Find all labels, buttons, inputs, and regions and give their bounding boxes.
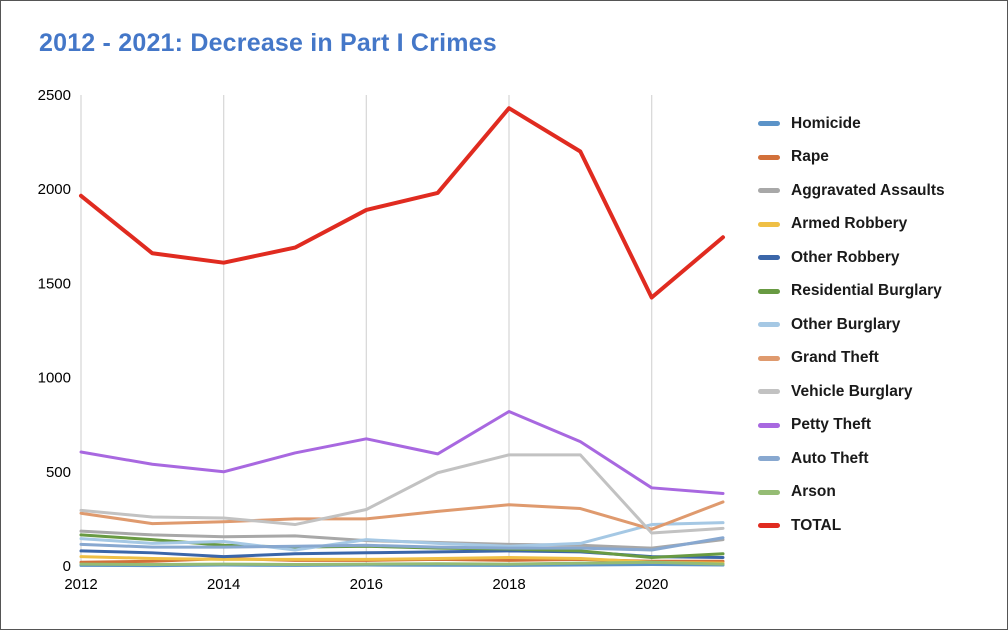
legend-label: Armed Robbery [791, 215, 908, 233]
y-axis-tick-label: 2500 [38, 87, 71, 104]
legend-item-homicide: Homicide [758, 107, 945, 141]
legend-label: Aggravated Assaults [791, 181, 945, 199]
legend-label: Arson [791, 483, 836, 501]
y-axis-tick-label: 0 [63, 558, 71, 575]
legend-item-other-robbery: Other Robbery [758, 241, 945, 275]
legend-item-vehicle-burglary: Vehicle Burglary [758, 375, 945, 409]
legend-swatch-icon [758, 221, 780, 227]
series-line-grand-theft [79, 500, 725, 531]
chart-title: 2012 - 2021: Decrease in Part I Crimes [39, 29, 497, 57]
series-line-total [79, 106, 725, 300]
series-line-arson [79, 560, 725, 566]
legend-label: Grand Theft [791, 349, 879, 367]
legend-swatch-icon [758, 121, 780, 127]
x-axis-tick-label: 2012 [64, 576, 97, 593]
legend-swatch-icon [758, 355, 780, 361]
y-axis-labels: 0 500 1000 1500 2000 2500 [38, 87, 71, 575]
legend-swatch-icon [758, 154, 780, 160]
legend-item-arson: Arson [758, 476, 945, 510]
x-axis-labels: 2012 2014 2016 2018 2020 [64, 576, 668, 593]
legend-swatch-icon [758, 288, 780, 294]
legend-swatch-icon [758, 255, 780, 261]
legend-label: Other Robbery [791, 248, 900, 266]
legend-swatch-icon [758, 389, 780, 395]
legend-label: TOTAL [791, 516, 842, 534]
legend-swatch-icon [758, 188, 780, 194]
x-axis-tick-label: 2014 [207, 576, 240, 593]
x-axis-tick-label: 2020 [635, 576, 668, 593]
legend-item-petty-theft: Petty Theft [758, 409, 945, 443]
legend-swatch-icon [758, 456, 780, 462]
line-chart-plot-area: 0 500 1000 1500 2000 2500 2012 2014 2016 2018 2020 [38, 87, 725, 593]
chart-legend: Homicide Rape Aggravated Assaults Armed Rob… [758, 107, 945, 543]
legend-swatch-icon [758, 422, 780, 428]
legend-label: Petty Theft [791, 416, 872, 434]
legend-item-grand-theft: Grand Theft [758, 342, 945, 376]
legend-label: Auto Theft [791, 449, 869, 467]
legend-item-residential-burglary: Residential Burglary [758, 275, 945, 309]
legend-item-total: TOTAL [758, 509, 945, 543]
y-axis-tick-label: 1000 [38, 370, 71, 387]
legend-label: Residential Burglary [791, 282, 942, 300]
x-axis-tick-label: 2016 [350, 576, 383, 593]
legend-item-other-burglary: Other Burglary [758, 308, 945, 342]
legend-swatch-icon [758, 523, 780, 529]
legend-label: Rape [791, 148, 829, 166]
series-line-other-burglary [79, 521, 725, 552]
legend-item-rape: Rape [758, 141, 945, 175]
x-axis-tick-label: 2018 [492, 576, 525, 593]
y-axis-tick-label: 1500 [38, 275, 71, 292]
series-line-armed-robbery [79, 555, 725, 565]
gridlines [80, 95, 653, 566]
legend-swatch-icon [758, 322, 780, 328]
legend-label: Vehicle Burglary [791, 382, 913, 400]
legend-item-armed-robbery: Armed Robbery [758, 208, 945, 242]
series-line-vehicle-burglary [79, 453, 725, 535]
legend-swatch-icon [758, 489, 780, 495]
legend-item-auto-theft: Auto Theft [758, 442, 945, 476]
series-line-petty-theft [79, 410, 725, 495]
y-axis-tick-label: 500 [46, 464, 71, 481]
series-line-auto-theft [79, 536, 725, 552]
legend-item-aggravated-assaults: Aggravated Assaults [758, 174, 945, 208]
legend-label: Other Burglary [791, 315, 901, 333]
y-axis-tick-label: 2000 [38, 181, 71, 198]
legend-label: Homicide [791, 114, 861, 132]
